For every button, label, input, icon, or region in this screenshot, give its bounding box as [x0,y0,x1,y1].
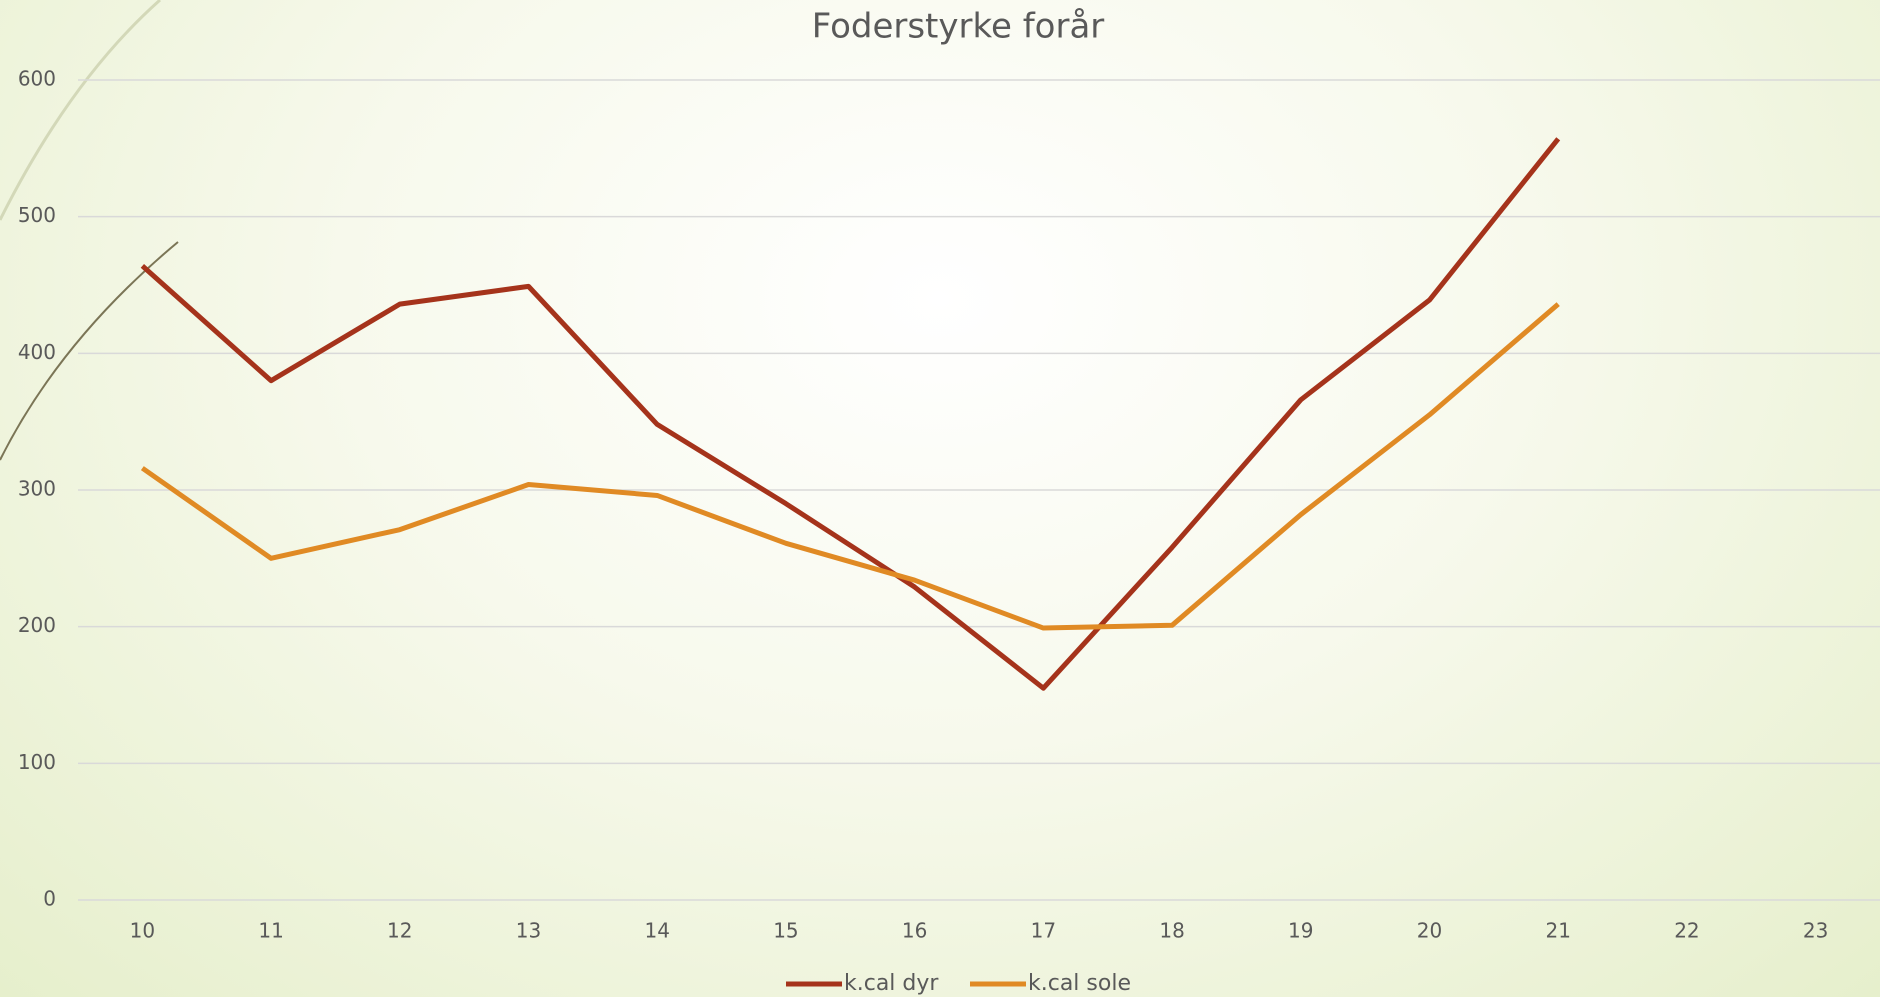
x-tick-label: 13 [516,919,541,943]
y-tick-label: 300 [18,477,56,501]
y-tick-label: 0 [43,887,56,911]
x-tick-label: 22 [1674,919,1699,943]
x-tick-label: 17 [1031,919,1056,943]
x-tick-label: 21 [1545,919,1570,943]
decoration-curve [0,0,161,221]
line-series [140,302,1560,631]
x-tick-label: 20 [1417,919,1442,943]
y-tick-label: 500 [18,203,56,227]
x-tick-label: 23 [1803,919,1828,943]
y-tick-label: 400 [18,340,56,364]
y-tick-label: 200 [18,613,56,637]
x-tick-label: 16 [902,919,927,943]
legend-label: k.cal dyr [844,971,939,996]
decoration-curve [0,241,179,461]
x-tick-label: 15 [773,919,798,943]
line-series [140,137,1561,691]
x-tick-label: 18 [1159,919,1184,943]
x-tick-label: 10 [130,919,155,943]
y-tick-label: 600 [18,67,56,91]
x-tick-label: 12 [387,919,412,943]
x-tick-label: 11 [258,919,283,943]
chart-title: Foderstyrke forår [812,7,1105,47]
x-tick-label: 14 [644,919,669,943]
legend-label: k.cal sole [1028,971,1131,996]
x-tick-label: 19 [1288,919,1313,943]
y-tick-label: 100 [18,750,56,774]
